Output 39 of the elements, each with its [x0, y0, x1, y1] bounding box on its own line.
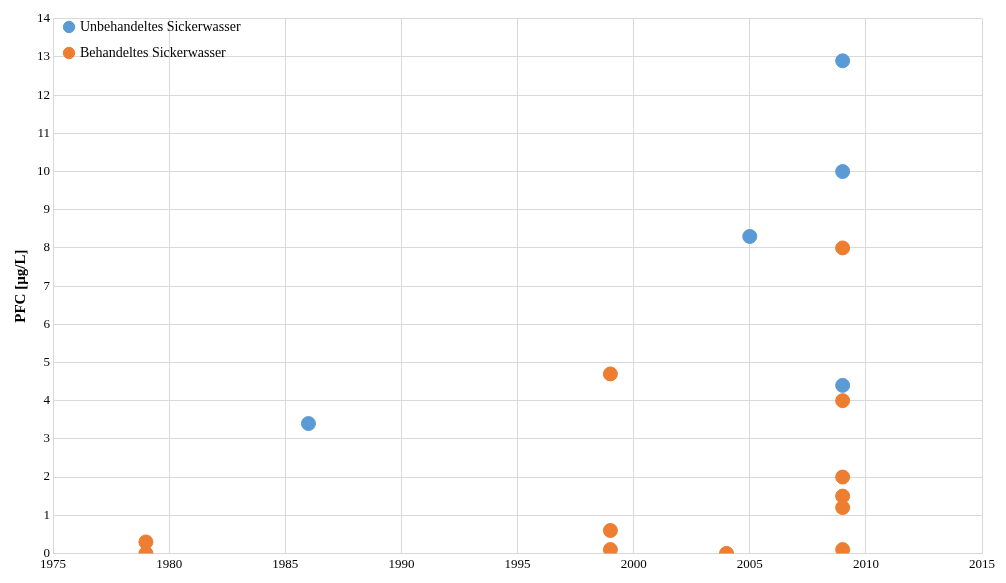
y-tick-label: 3: [43, 430, 50, 446]
x-tick-label: 2005: [736, 555, 763, 571]
point: [835, 53, 851, 69]
y-tick-label: 2: [43, 468, 50, 484]
y-tick-label: 11: [37, 124, 50, 140]
point: [835, 542, 851, 554]
y-tick-label: 13: [37, 48, 50, 64]
x-tick-label: 1990: [388, 555, 415, 571]
point: [835, 377, 851, 393]
x-tick-label: 1985: [272, 555, 299, 571]
y-tick-label: 0: [43, 544, 50, 560]
y-tick-label: 1: [43, 506, 50, 522]
y-tick-label: 6: [43, 315, 51, 331]
point: [835, 240, 851, 256]
x-tick-label: 2015: [969, 555, 995, 571]
point: [835, 500, 851, 516]
point: [602, 542, 618, 554]
y-tick-label: 10: [37, 162, 50, 178]
y-tick-label: 9: [43, 201, 50, 217]
point: [300, 416, 316, 432]
point: [602, 366, 618, 382]
point: [835, 164, 851, 180]
y-tick-label: 5: [43, 353, 50, 369]
x-tick-label: 2000: [620, 555, 647, 571]
x-tick-label: 1995: [504, 555, 531, 571]
legend-label: Unbehandeltes Sickerwasser: [80, 18, 241, 34]
point: [602, 522, 618, 538]
legend-label: Behandeltes Sickerwasser: [80, 44, 227, 60]
y-tick-label: 4: [43, 392, 51, 408]
point: [835, 393, 851, 409]
x-tick-label: 2010: [852, 555, 879, 571]
point: [742, 228, 758, 244]
y-tick-label: 7: [43, 277, 51, 293]
y-tick-label: 14: [37, 10, 51, 26]
y-tick-label: 12: [37, 86, 50, 102]
point: [835, 469, 851, 485]
y-axis-title: PFC [µg/L]: [11, 249, 28, 323]
x-tick-label: 1980: [156, 555, 183, 571]
y-tick-label: 8: [43, 239, 50, 255]
